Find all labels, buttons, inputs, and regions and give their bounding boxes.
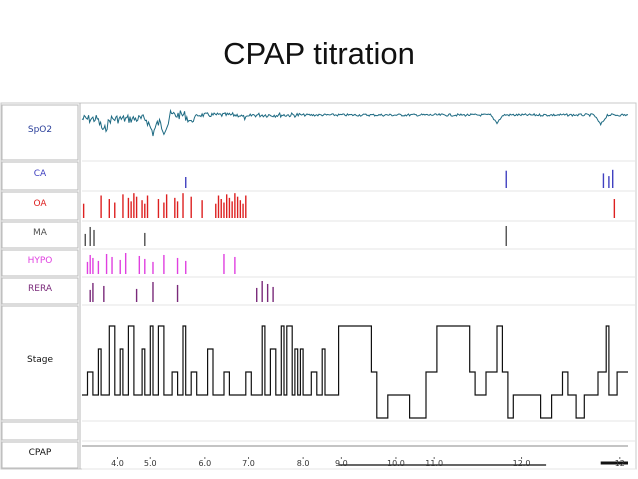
cpap-tick-label: 5.0 xyxy=(144,459,157,468)
cpap-tick-label: 11.0 xyxy=(425,459,443,468)
row-label-box-blank xyxy=(1,421,79,441)
row-label-box-spo2 xyxy=(1,104,79,161)
row-label-box-rera xyxy=(1,277,79,305)
row-label-box-ma xyxy=(1,221,79,249)
row-label-rera: RERA xyxy=(28,284,53,294)
cpap-tick-label: 6.0 xyxy=(198,459,211,468)
row-label-spo2: SpO2 xyxy=(28,125,52,135)
row-label-hypo: HYPO xyxy=(28,256,53,266)
row-label-stage: Stage xyxy=(27,355,53,365)
row-label-box-stage xyxy=(1,305,79,421)
cpap-tick-label: 12.0 xyxy=(513,459,531,468)
row-label-cpap: CPAP xyxy=(29,448,52,458)
row-label-ca: CA xyxy=(34,169,47,179)
spo2-trace-line xyxy=(81,108,629,137)
cpap-tick-label: 7.0 xyxy=(242,459,255,468)
row-label-box-hypo xyxy=(1,249,79,277)
cpap-tick-label: 12 xyxy=(615,459,625,468)
row-label-box-cpap xyxy=(1,441,79,469)
row-label-box-ca xyxy=(1,161,79,191)
cpap-tick-label: 10.0 xyxy=(387,459,405,468)
cpap-tick-label: 9.0 xyxy=(335,459,348,468)
page-title: CPAP titration xyxy=(223,36,415,71)
stage-hypnogram-line xyxy=(82,325,628,419)
row-label-box-oa xyxy=(1,191,79,221)
cpap-tick-label: 8.0 xyxy=(297,459,310,468)
cpap-tick-label: 4.0 xyxy=(111,459,124,468)
row-label-ma: MA xyxy=(33,228,48,238)
row-label-oa: OA xyxy=(33,199,47,209)
